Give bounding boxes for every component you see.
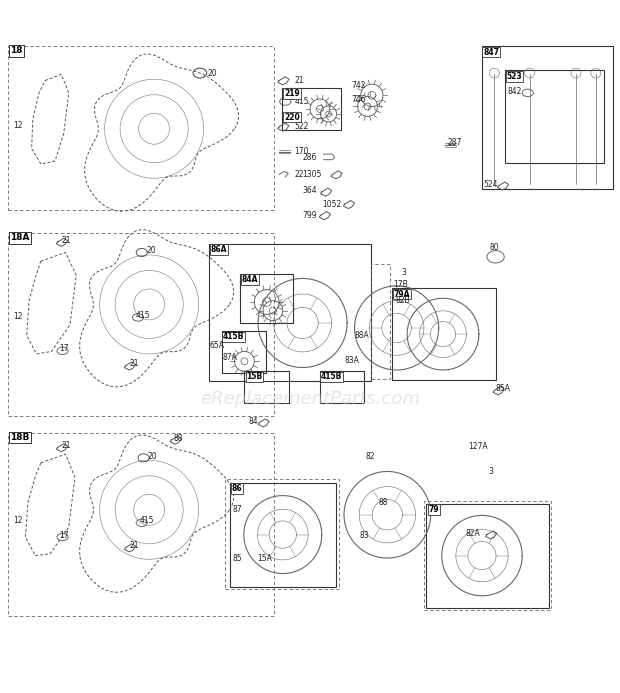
Bar — [505, 70, 604, 163]
Text: 84: 84 — [248, 417, 258, 426]
Text: 21: 21 — [294, 76, 304, 85]
Text: 220: 220 — [284, 113, 299, 122]
Text: 17: 17 — [60, 531, 69, 540]
Text: 17B: 17B — [394, 280, 408, 289]
Text: 523: 523 — [507, 72, 522, 81]
Text: 415: 415 — [140, 516, 154, 525]
Text: 79: 79 — [429, 505, 440, 514]
Text: 20: 20 — [207, 69, 217, 78]
Text: 415: 415 — [294, 97, 309, 106]
Text: 21: 21 — [61, 236, 71, 245]
Bar — [229, 482, 336, 586]
Text: 3: 3 — [402, 267, 407, 277]
Bar — [392, 288, 495, 380]
Text: 1305: 1305 — [303, 170, 322, 179]
Text: 799: 799 — [303, 211, 317, 220]
Bar — [224, 479, 339, 589]
Text: 82: 82 — [366, 452, 375, 461]
Text: 415B: 415B — [321, 372, 342, 381]
Text: 170: 170 — [294, 147, 309, 156]
Text: 83: 83 — [360, 531, 369, 540]
Text: 287: 287 — [448, 138, 462, 147]
Text: 65A: 65A — [210, 341, 225, 350]
Text: 85A: 85A — [495, 384, 510, 393]
Bar — [482, 46, 613, 188]
Text: 21: 21 — [130, 541, 139, 550]
Bar — [424, 501, 551, 610]
Text: 12: 12 — [13, 121, 22, 130]
Bar — [221, 331, 266, 373]
Text: 88: 88 — [378, 498, 388, 507]
Bar — [427, 504, 549, 608]
Text: 82A: 82A — [466, 529, 480, 538]
Text: 83A: 83A — [344, 356, 359, 365]
Text: 364: 364 — [303, 186, 317, 195]
Text: 21: 21 — [130, 360, 139, 368]
Text: 18: 18 — [10, 46, 22, 55]
Bar — [282, 88, 341, 130]
Text: eReplacementParts.com: eReplacementParts.com — [200, 390, 420, 408]
Text: 1052: 1052 — [322, 200, 342, 209]
Text: 15B: 15B — [246, 372, 262, 381]
Text: 415: 415 — [136, 311, 150, 320]
Text: 22: 22 — [294, 170, 304, 179]
Text: 127A: 127A — [467, 442, 487, 451]
Bar — [8, 234, 274, 416]
Text: 18B: 18B — [10, 433, 29, 442]
Text: 842: 842 — [508, 87, 522, 96]
Text: 286: 286 — [303, 152, 317, 161]
Text: 12: 12 — [13, 516, 22, 525]
Bar — [244, 371, 289, 403]
Text: 84A: 84A — [242, 274, 259, 283]
Text: 86: 86 — [231, 484, 242, 493]
Text: 80: 80 — [489, 243, 499, 252]
Text: 20: 20 — [146, 246, 156, 255]
Text: 3: 3 — [488, 467, 493, 476]
Text: 17: 17 — [60, 344, 69, 353]
Text: 524: 524 — [483, 180, 498, 189]
Text: 15A: 15A — [257, 554, 272, 563]
Bar — [208, 244, 371, 381]
Text: 742: 742 — [351, 81, 365, 90]
Bar — [8, 433, 274, 615]
Text: 18A: 18A — [10, 234, 30, 243]
Bar — [8, 46, 274, 211]
Text: 86A: 86A — [210, 245, 227, 254]
Bar — [371, 264, 391, 378]
Text: 522: 522 — [294, 123, 309, 132]
Text: 746: 746 — [351, 94, 365, 103]
Text: 20: 20 — [148, 452, 157, 461]
Text: 87A: 87A — [222, 353, 237, 362]
Text: 21: 21 — [61, 441, 71, 450]
Bar — [320, 371, 365, 403]
Bar — [240, 274, 293, 323]
Text: 79A: 79A — [394, 290, 410, 299]
Text: 847: 847 — [483, 48, 499, 57]
Text: 87: 87 — [232, 505, 242, 514]
Text: 88A: 88A — [355, 331, 370, 340]
Text: 82B: 82B — [396, 296, 410, 305]
Text: 88: 88 — [174, 434, 184, 443]
Text: 415B: 415B — [223, 332, 244, 341]
Text: 12: 12 — [13, 313, 22, 322]
Text: 85: 85 — [232, 554, 242, 563]
Text: 219: 219 — [284, 89, 299, 98]
